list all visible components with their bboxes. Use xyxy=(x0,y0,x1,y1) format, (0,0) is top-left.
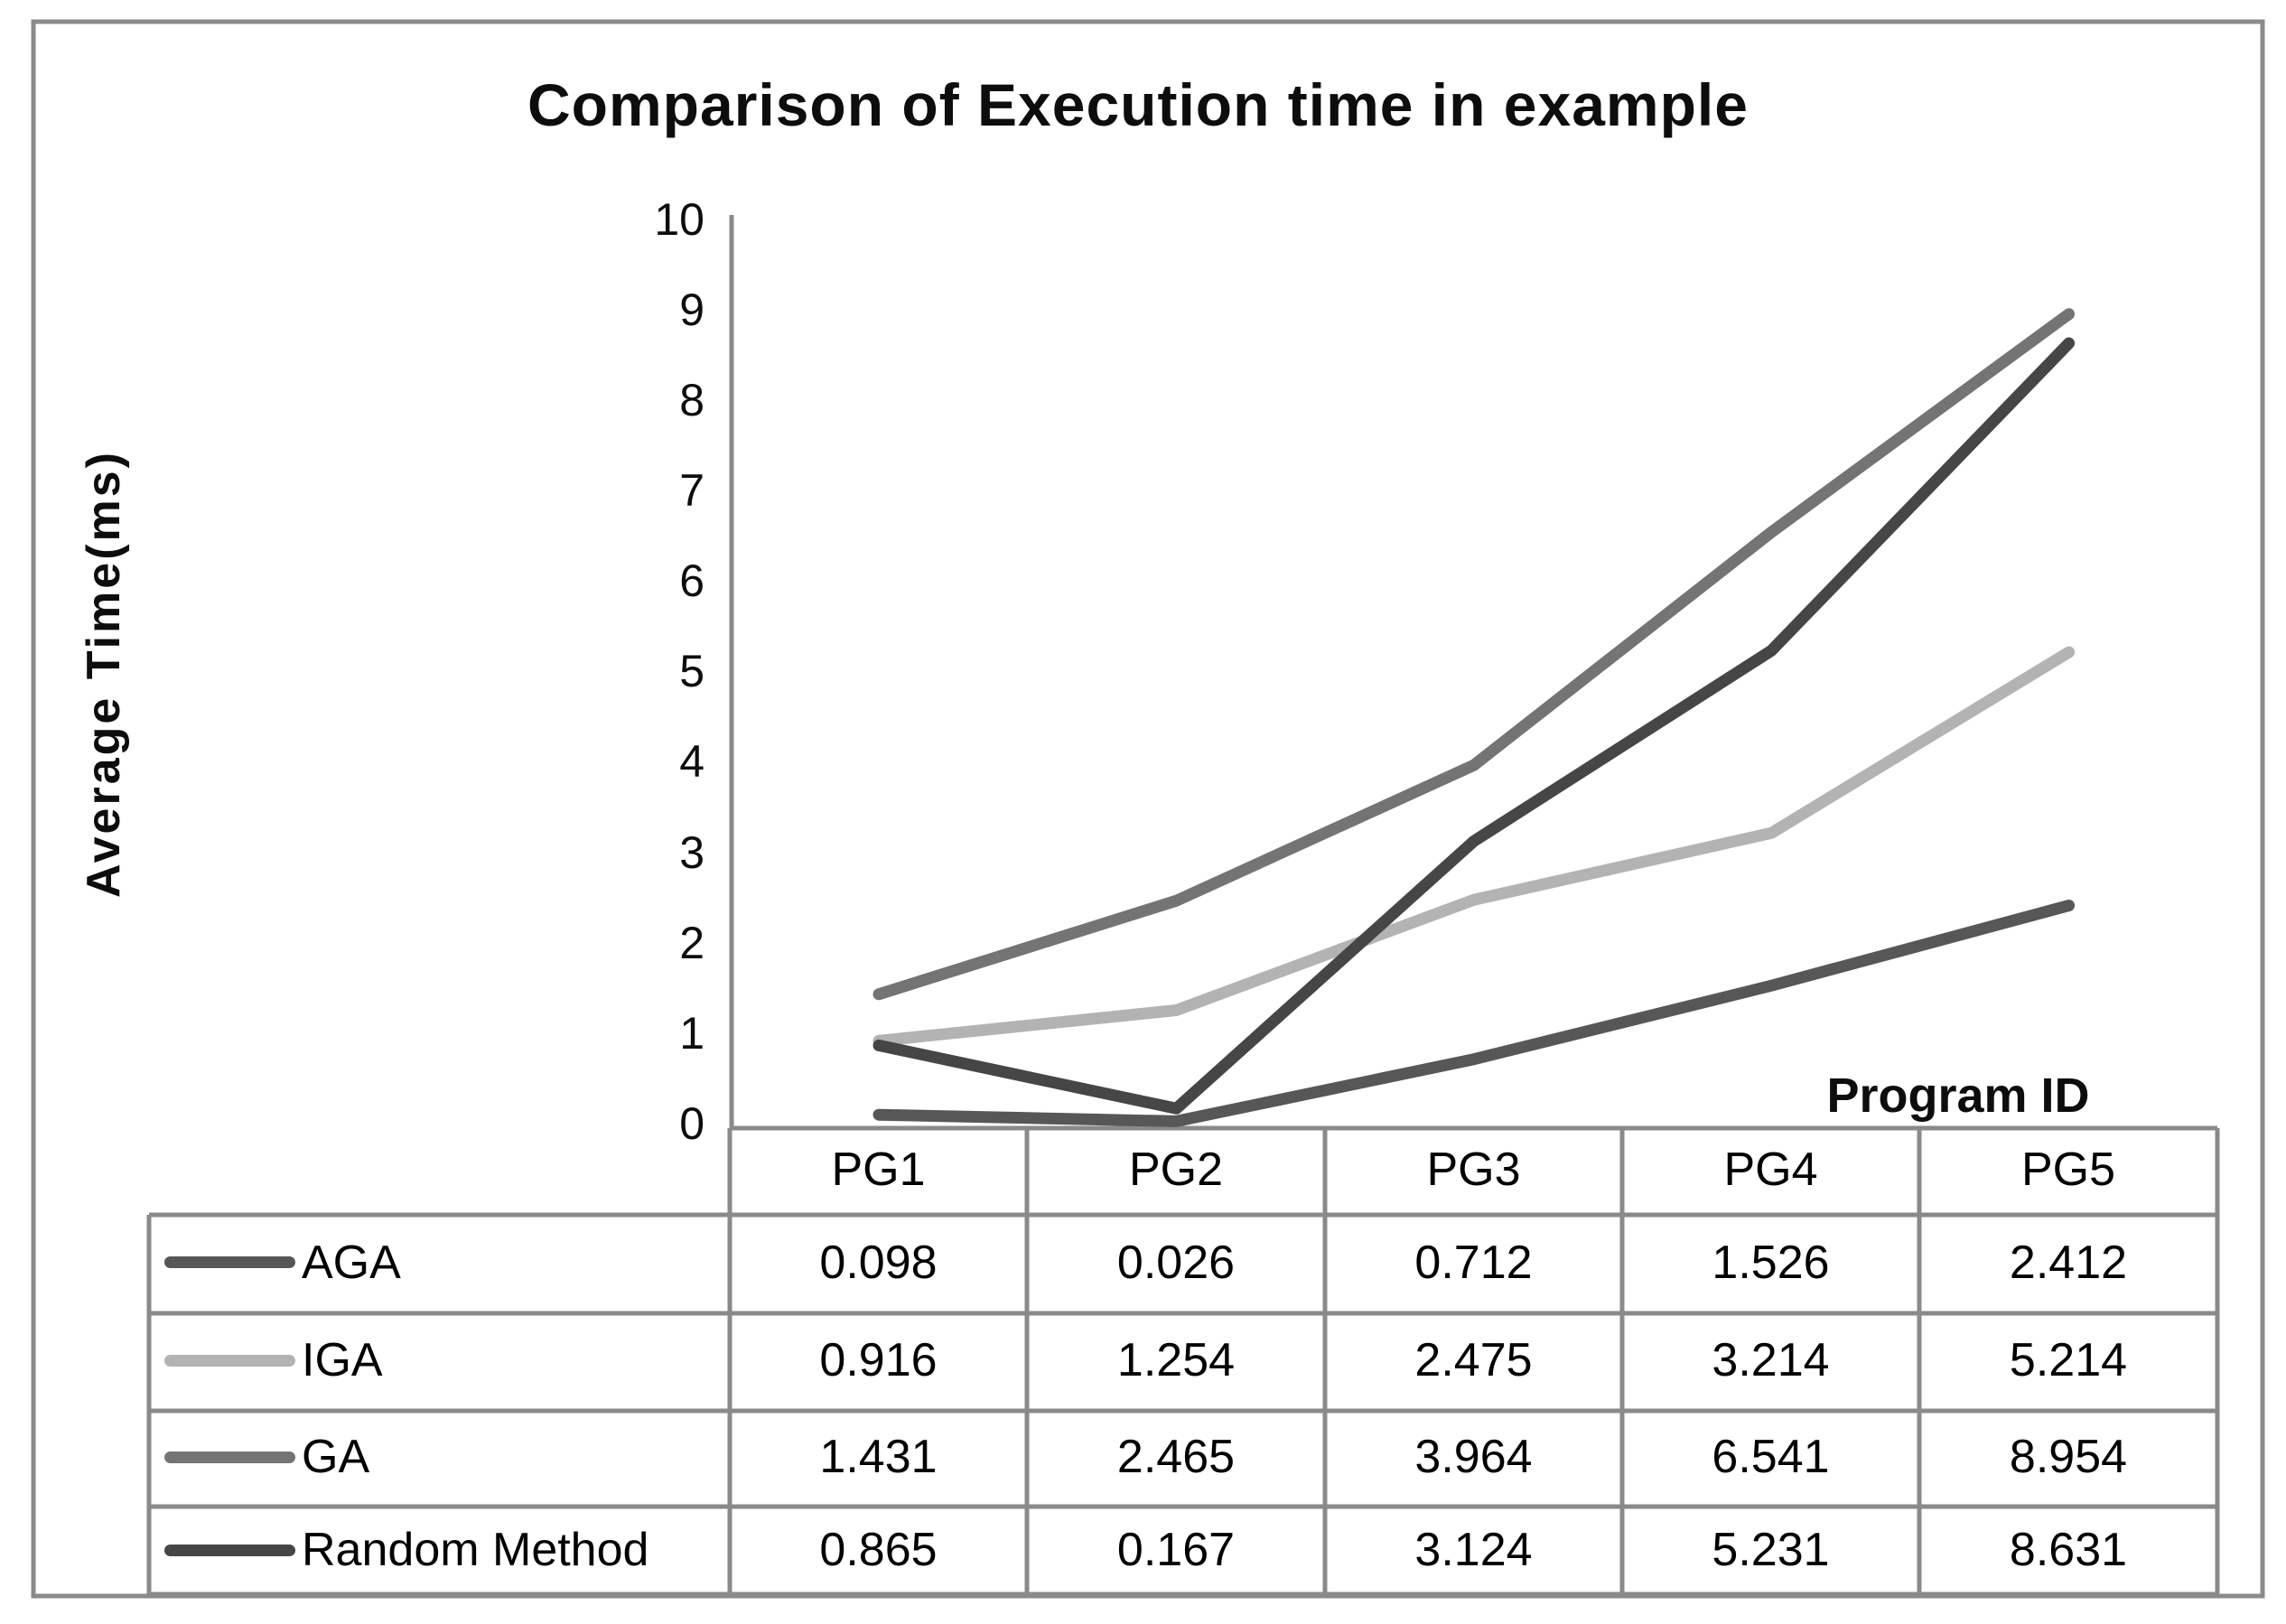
legend-row-random-method: Random Method xyxy=(149,1505,730,1595)
table-value-cell: 6.541 xyxy=(1712,1431,1830,1483)
table-value-cell: 0.098 xyxy=(819,1236,938,1289)
series-lines xyxy=(872,308,2076,1127)
series-line-iga xyxy=(872,646,2076,1047)
table-value-cell: 0.865 xyxy=(819,1524,938,1576)
legend-label-aga: AGA xyxy=(302,1236,401,1289)
legend-label-random-method: Random Method xyxy=(302,1524,649,1576)
series-line-aga xyxy=(872,900,2076,1127)
table-value-cell: 3.214 xyxy=(1712,1334,1830,1386)
legend-label-ga: GA xyxy=(302,1431,370,1483)
chart-title: Comparison of Execution time in example xyxy=(527,71,1749,138)
legend-swatch-random-method xyxy=(164,1544,295,1556)
table-value-cell: 0.026 xyxy=(1116,1236,1236,1289)
y-tick-label: 5 xyxy=(679,646,704,696)
table-value-cell: 2.475 xyxy=(1414,1334,1533,1386)
y-tick-label: 9 xyxy=(679,285,704,335)
y-tick-label: 4 xyxy=(679,736,704,787)
table-header-cell: PG3 xyxy=(1426,1143,1521,1196)
legend-swatch-iga xyxy=(164,1354,295,1367)
table-value-cell: 5.214 xyxy=(2009,1334,2128,1386)
table-value-cell: 3.964 xyxy=(1414,1431,1533,1483)
legend-label-iga: IGA xyxy=(302,1334,383,1386)
table-value-cell: 0.712 xyxy=(1414,1236,1533,1289)
table-value-cell: 5.231 xyxy=(1712,1524,1830,1576)
table-value-cell: 2.412 xyxy=(2009,1236,2128,1289)
table-value-cell: 0.167 xyxy=(1116,1524,1236,1576)
y-tick-label: 0 xyxy=(679,1098,704,1149)
table-value-cell: 1.431 xyxy=(819,1431,938,1483)
y-tick-label: 1 xyxy=(679,1008,704,1059)
table-value-cell: 3.124 xyxy=(1414,1524,1533,1576)
table-value-cell: 8.954 xyxy=(2009,1431,2128,1483)
y-tick-label: 8 xyxy=(679,375,704,425)
table-value-cell: 2.465 xyxy=(1116,1431,1236,1483)
y-tick-label: 6 xyxy=(679,555,704,606)
table-value-cell: 8.631 xyxy=(2009,1524,2128,1576)
legend-row-iga: IGA xyxy=(149,1311,730,1409)
table-value-cell: 1.526 xyxy=(1712,1236,1830,1289)
y-tick-label: 10 xyxy=(654,194,704,245)
legend-swatch-ga xyxy=(164,1451,295,1463)
legend-row-aga: AGA xyxy=(149,1213,730,1311)
series-line-random-method xyxy=(872,337,2076,1115)
y-axis-title: Average Time(ms) xyxy=(78,450,130,898)
axes-and-gridlines xyxy=(31,19,2265,1599)
y-tick-label: 3 xyxy=(679,827,704,878)
table-header-cell: PG5 xyxy=(2020,1143,2116,1196)
y-tick-label: 7 xyxy=(679,465,704,516)
table-header-cell: PG2 xyxy=(1128,1143,1224,1196)
x-axis-title: Program ID xyxy=(1826,1069,2090,1123)
table-header-cell: PG4 xyxy=(1723,1143,1818,1196)
legend-swatch-aga xyxy=(164,1256,295,1268)
table-value-cell: 0.916 xyxy=(819,1334,938,1386)
series-line-ga xyxy=(872,308,2076,1001)
table-value-cell: 1.254 xyxy=(1116,1334,1236,1386)
table-header-cell: PG1 xyxy=(831,1143,926,1196)
y-tick-label: 2 xyxy=(679,918,704,968)
legend-row-ga: GA xyxy=(149,1409,730,1505)
